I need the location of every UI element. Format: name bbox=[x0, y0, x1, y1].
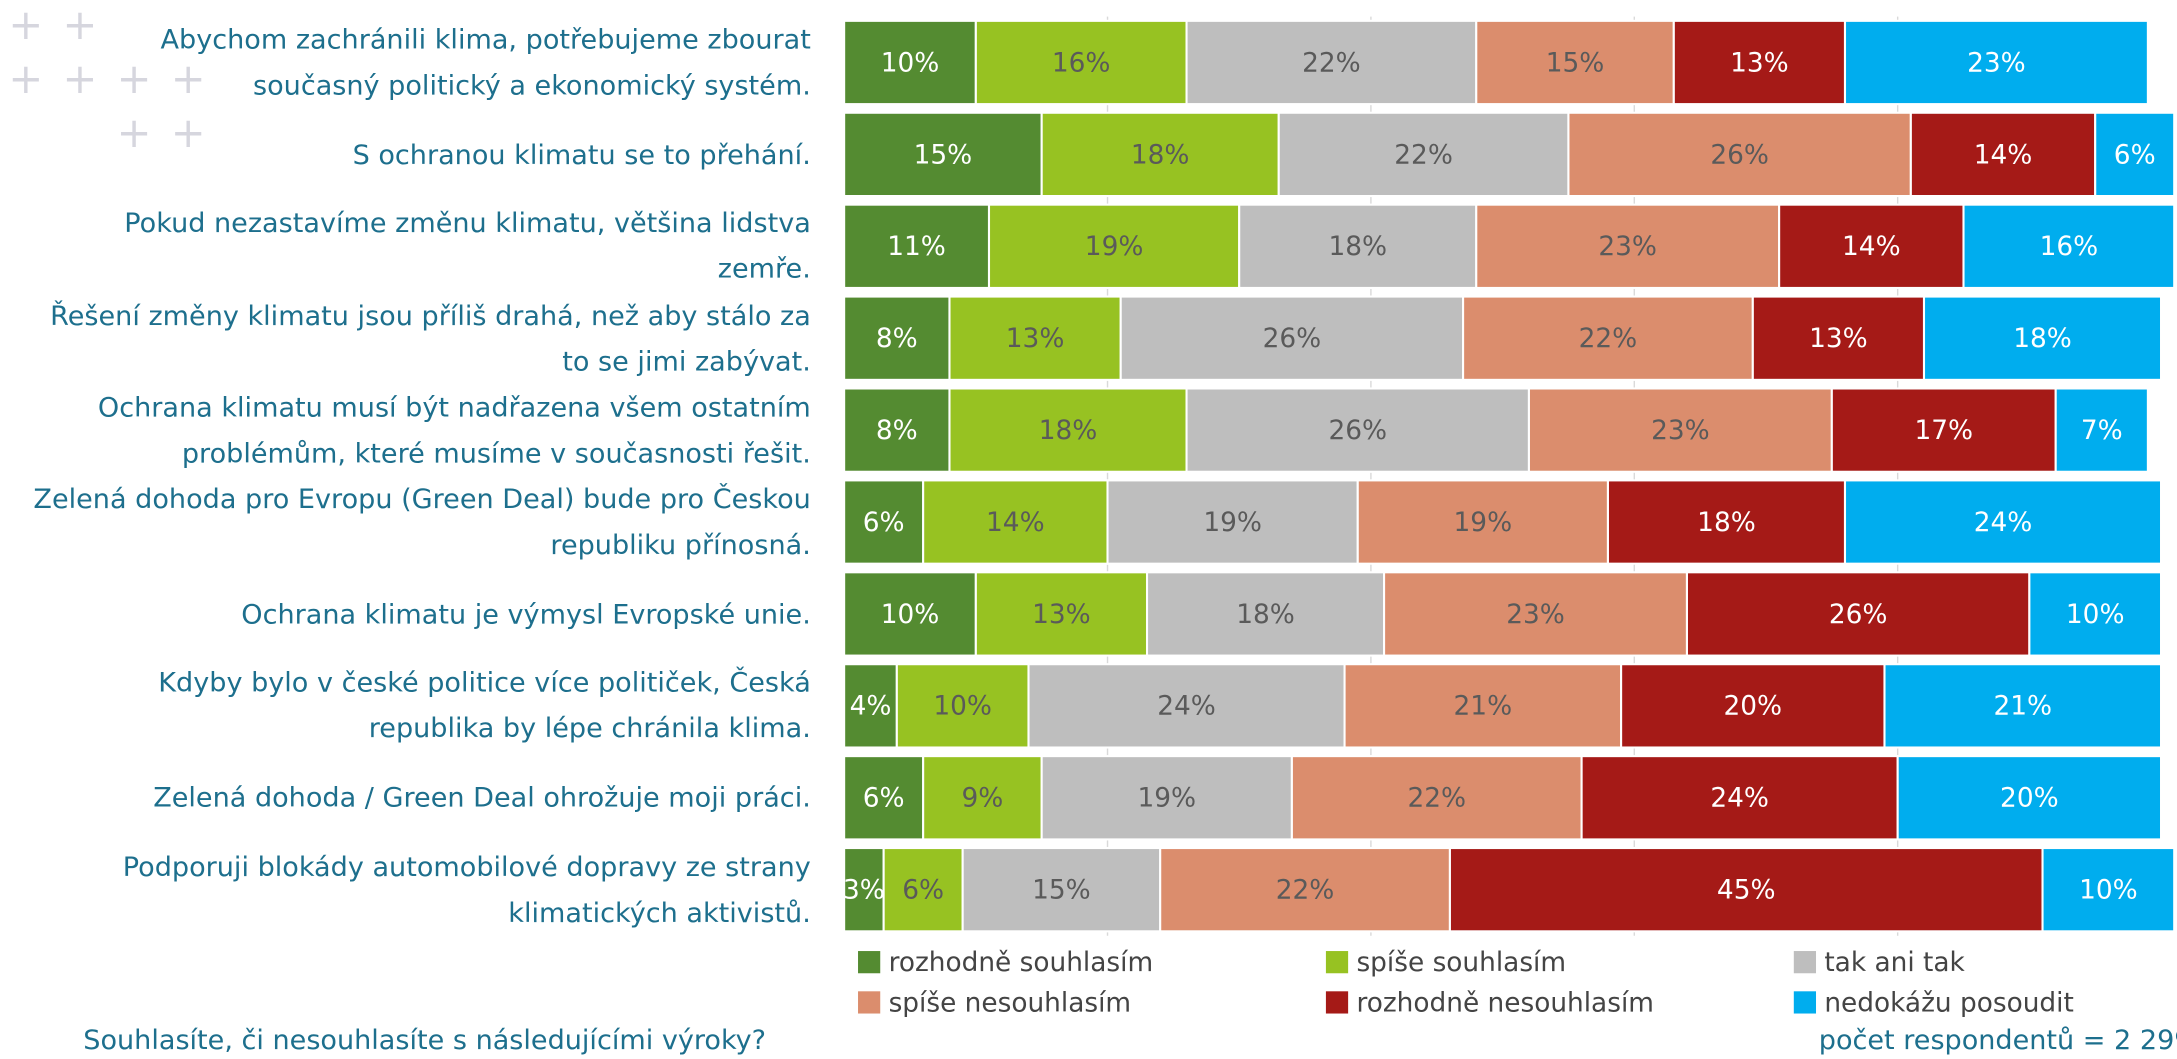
data-label: 18% bbox=[1328, 232, 1387, 262]
legend-label: spíše souhlasím bbox=[1356, 948, 1566, 978]
category-label: Abychom zachránili klima, potřebujeme zb… bbox=[33, 17, 810, 109]
data-label: 13% bbox=[1006, 324, 1065, 354]
data-label: 19% bbox=[1085, 232, 1144, 262]
data-label: 45% bbox=[1717, 876, 1776, 906]
data-label: 6% bbox=[902, 876, 944, 906]
legend-label: rozhodně nesouhlasím bbox=[1356, 988, 1654, 1018]
legend-label: rozhodně souhlasím bbox=[889, 948, 1154, 978]
chart: ++ ++++ ++ Souhlasíte, či nesouhlasíte s… bbox=[0, 0, 2177, 1059]
data-label: 19% bbox=[1203, 508, 1262, 538]
data-label: 24% bbox=[1157, 692, 1216, 722]
data-label: 15% bbox=[1546, 48, 1605, 78]
data-label: 23% bbox=[1967, 48, 2026, 78]
data-label: 19% bbox=[1454, 508, 1513, 538]
data-label: 16% bbox=[1052, 48, 1111, 78]
data-label: 23% bbox=[1598, 232, 1657, 262]
data-label: 13% bbox=[1809, 324, 1868, 354]
data-label: 26% bbox=[1710, 140, 1769, 170]
data-label: 6% bbox=[863, 784, 905, 814]
data-label: 23% bbox=[1651, 416, 1710, 446]
data-label: 10% bbox=[2079, 876, 2138, 906]
data-label: 7% bbox=[2081, 416, 2123, 446]
data-label: 11% bbox=[887, 232, 946, 262]
data-label: 3% bbox=[843, 876, 885, 906]
data-label: 18% bbox=[1236, 600, 1295, 630]
data-label: 8% bbox=[876, 416, 918, 446]
data-label: 19% bbox=[1137, 784, 1196, 814]
data-label: 14% bbox=[986, 508, 1045, 538]
category-label: Zelená dohoda / Green Deal ohrožuje moji… bbox=[33, 775, 810, 821]
legend-swatch bbox=[858, 991, 880, 1013]
data-label: 26% bbox=[1829, 600, 1888, 630]
data-label: 26% bbox=[1328, 416, 1387, 446]
data-label: 21% bbox=[1993, 692, 2052, 722]
data-label: 10% bbox=[881, 48, 940, 78]
note: počet respondentů = 2 299 bbox=[1819, 1025, 2177, 1056]
legend-label: tak ani tak bbox=[1824, 948, 1965, 978]
data-label: 18% bbox=[1131, 140, 1190, 170]
data-label: 10% bbox=[2066, 600, 2125, 630]
data-label: 18% bbox=[1039, 416, 1098, 446]
data-label: 22% bbox=[1407, 784, 1466, 814]
data-label: 6% bbox=[863, 508, 905, 538]
legend-swatch bbox=[1326, 951, 1348, 973]
data-label: 13% bbox=[1730, 48, 1789, 78]
data-label: 9% bbox=[962, 784, 1004, 814]
category-label: Zelená dohoda pro Evropu (Green Deal) bu… bbox=[33, 476, 810, 568]
data-label: 10% bbox=[881, 600, 940, 630]
legend-label: nedokážu posoudit bbox=[1824, 988, 2073, 1018]
category-label: Podporuji blokády automobilové dopravy z… bbox=[33, 844, 810, 936]
data-label: 14% bbox=[1842, 232, 1901, 262]
data-label: 22% bbox=[1394, 140, 1453, 170]
question: Souhlasíte, či nesouhlasíte s následujíc… bbox=[83, 1025, 766, 1056]
legend-label: spíše nesouhlasím bbox=[889, 988, 1132, 1018]
data-label: 21% bbox=[1454, 692, 1513, 722]
data-label: 15% bbox=[1032, 876, 1091, 906]
data-label: 10% bbox=[933, 692, 992, 722]
data-label: 14% bbox=[1974, 140, 2033, 170]
category-label: Kdyby bylo v české politice více politič… bbox=[33, 660, 810, 752]
category-label: Ochrana klimatu musí být nadřazena všem … bbox=[33, 384, 810, 476]
legend-swatch bbox=[1794, 951, 1816, 973]
data-label: 22% bbox=[1579, 324, 1638, 354]
data-label: 26% bbox=[1263, 324, 1322, 354]
data-label: 16% bbox=[2040, 232, 2099, 262]
category-label: S ochranou klimatu se to přehání. bbox=[33, 131, 810, 177]
data-label: 18% bbox=[1697, 508, 1756, 538]
data-label: 13% bbox=[1032, 600, 1091, 630]
data-label: 18% bbox=[2013, 324, 2072, 354]
data-label: 4% bbox=[850, 692, 892, 722]
legend-swatch bbox=[858, 951, 880, 973]
data-label: 20% bbox=[2000, 784, 2059, 814]
data-label: 24% bbox=[1974, 508, 2033, 538]
data-label: 15% bbox=[914, 140, 973, 170]
data-label: 6% bbox=[2114, 140, 2156, 170]
page: ++ ++++ ++ Souhlasíte, či nesouhlasíte s… bbox=[0, 0, 2177, 1059]
data-label: 24% bbox=[1710, 784, 1769, 814]
data-label: 17% bbox=[1914, 416, 1973, 446]
category-label: Ochrana klimatu je výmysl Evropské unie. bbox=[33, 591, 810, 637]
data-label: 8% bbox=[876, 324, 918, 354]
data-label: 22% bbox=[1276, 876, 1335, 906]
data-label: 22% bbox=[1302, 48, 1361, 78]
data-label: 23% bbox=[1506, 600, 1565, 630]
legend-swatch bbox=[1794, 991, 1816, 1013]
category-label: Pokud nezastavíme změnu klimatu, většina… bbox=[33, 200, 810, 292]
legend-swatch bbox=[1326, 991, 1348, 1013]
category-label: Řešení změny klimatu jsou příliš drahá, … bbox=[33, 292, 810, 384]
data-label: 20% bbox=[1724, 692, 1783, 722]
